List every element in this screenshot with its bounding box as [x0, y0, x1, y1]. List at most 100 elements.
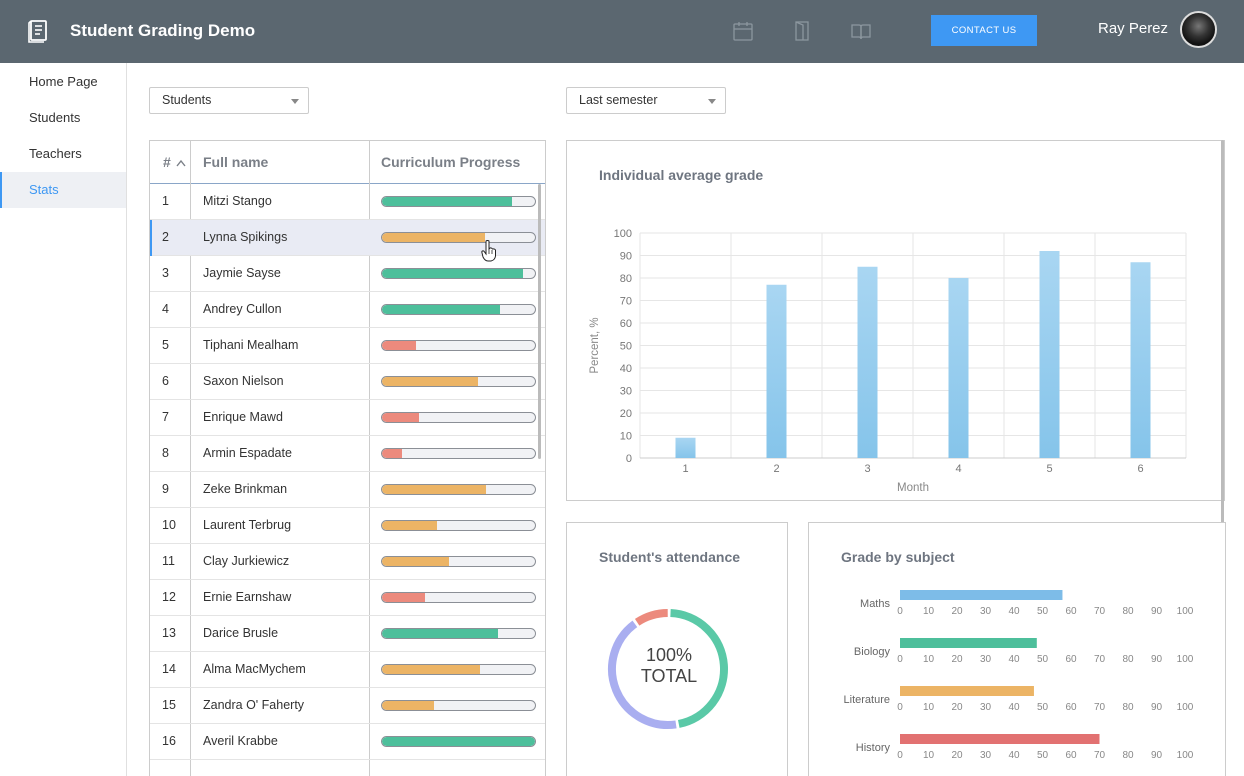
x-tick-label: 10 — [923, 606, 935, 617]
hand-pointer-cursor-icon — [481, 240, 496, 262]
bar-maths[interactable] — [900, 590, 1063, 600]
document-logo-icon — [28, 20, 47, 43]
column-header-curriculum-progress[interactable]: Curriculum Progress — [381, 154, 521, 170]
table-row[interactable]: 6 Saxon Nielson — [150, 364, 545, 400]
student-name: Andrey Cullon — [203, 302, 282, 316]
table-row[interactable]: 5 Tiphani Mealham — [150, 328, 545, 364]
group-select[interactable]: Students — [149, 87, 309, 114]
table-row[interactable]: 11 Clay Jurkiewicz — [150, 544, 545, 580]
x-tick-label: 30 — [980, 654, 992, 665]
progress-fill — [382, 305, 500, 314]
table-header: # Full name Curriculum Progress — [150, 141, 545, 184]
subject-label: Literature — [844, 694, 890, 706]
progress-bar — [381, 520, 536, 531]
table-row[interactable]: 9 Zeke Brinkman — [150, 472, 545, 508]
table-row[interactable]: 16 Averil Krabbe — [150, 724, 545, 760]
bar-month-1[interactable] — [675, 437, 696, 458]
table-row[interactable]: 14 Alma MacMychem — [150, 652, 545, 688]
table-row[interactable]: 7 Enrique Mawd — [150, 400, 545, 436]
progress-bar — [381, 556, 536, 567]
table-row[interactable]: 15 Zandra O' Faherty — [150, 688, 545, 724]
sort-ascending-icon[interactable] — [176, 159, 186, 167]
x-tick-label: 10 — [923, 654, 935, 665]
attendance-percent: 100% — [645, 645, 693, 665]
sidebar-item-stats[interactable]: Stats — [0, 172, 126, 208]
x-tick-label: 3 — [864, 463, 870, 475]
progress-bar — [381, 196, 536, 207]
table-row[interactable]: 8 Armin Espadate — [150, 436, 545, 472]
column-header-number[interactable]: # — [163, 141, 186, 183]
y-tick-label: 10 — [620, 431, 632, 443]
table-row[interactable]: 12 Ernie Earnshaw — [150, 580, 545, 616]
bar-month-6[interactable] — [1130, 262, 1151, 458]
table-scrollbar[interactable] — [538, 184, 541, 459]
x-tick-label: 10 — [923, 750, 935, 761]
table-row[interactable]: 4 Andrey Cullon — [150, 292, 545, 328]
student-name: Enrique Mawd — [203, 410, 283, 424]
x-tick-label: 50 — [1037, 654, 1049, 665]
column-header-full-name[interactable]: Full name — [203, 154, 269, 170]
subject-label: Maths — [860, 598, 890, 610]
x-tick-label: 60 — [1065, 702, 1077, 713]
book-icon[interactable] — [850, 20, 872, 42]
contact-us-button[interactable]: CONTACT US — [931, 15, 1037, 46]
student-name: Alma MacMychem — [203, 662, 306, 676]
row-number: 9 — [162, 482, 169, 496]
attendance-total-label: TOTAL — [640, 666, 698, 686]
student-name: Lynna Spikings — [203, 230, 288, 244]
bar-month-2[interactable] — [766, 284, 787, 458]
x-tick-label: 100 — [1177, 702, 1194, 713]
row-number: 13 — [162, 626, 176, 640]
y-tick-label: 0 — [626, 453, 632, 465]
bar-month-5[interactable] — [1039, 251, 1060, 458]
student-name: Clay Jurkiewicz — [203, 554, 290, 568]
x-tick-label: 20 — [951, 606, 963, 617]
x-tick-label: 6 — [1137, 463, 1143, 475]
y-tick-label: 70 — [620, 296, 632, 308]
bar-month-3[interactable] — [857, 266, 878, 458]
sidebar-item-teachers[interactable]: Teachers — [29, 146, 82, 161]
period-select-value: Last semester — [579, 93, 658, 107]
table-row[interactable]: 2 Lynna Spikings — [150, 220, 545, 256]
row-number: 12 — [162, 590, 176, 604]
x-tick-label: 10 — [923, 702, 935, 713]
row-number: 16 — [162, 734, 176, 748]
table-row[interactable]: 13 Darice Brusle — [150, 616, 545, 652]
x-tick-label: 80 — [1122, 654, 1134, 665]
bar-history[interactable] — [900, 734, 1100, 744]
progress-fill — [382, 233, 485, 242]
table-row[interactable]: 10 Laurent Terbrug — [150, 508, 545, 544]
x-tick-label: 90 — [1151, 702, 1163, 713]
x-tick-label: 40 — [1008, 606, 1020, 617]
table-row[interactable]: 1 Mitzi Stango — [150, 184, 545, 220]
x-tick-label: 70 — [1094, 702, 1106, 713]
page-scrollbar[interactable] — [1221, 140, 1224, 658]
x-tick-label: 50 — [1037, 702, 1049, 713]
progress-fill — [382, 701, 435, 710]
donut-segment[interactable] — [608, 620, 677, 729]
y-tick-label: 90 — [620, 251, 632, 263]
progress-fill — [382, 341, 416, 350]
bar-month-4[interactable] — [948, 278, 969, 458]
donut-segment[interactable] — [634, 609, 668, 626]
row-number: 10 — [162, 518, 176, 532]
bar-biology[interactable] — [900, 638, 1037, 648]
calendar-icon[interactable] — [732, 20, 754, 42]
table-row[interactable]: 3 Jaymie Sayse — [150, 256, 545, 292]
x-tick-label: 40 — [1008, 702, 1020, 713]
attendance-title: Student's attendance — [599, 549, 741, 565]
x-tick-label: 4 — [955, 463, 961, 475]
progress-bar — [381, 232, 536, 243]
sidebar-item-home-page[interactable]: Home Page — [29, 74, 98, 89]
grade-by-subject-title: Grade by subject — [841, 549, 955, 565]
avatar[interactable] — [1180, 11, 1217, 48]
progress-bar — [381, 304, 536, 315]
door-icon[interactable] — [791, 20, 813, 42]
x-tick-label: 70 — [1094, 606, 1106, 617]
bar-literature[interactable] — [900, 686, 1034, 696]
column-divider — [190, 141, 191, 776]
period-select[interactable]: Last semester — [566, 87, 726, 114]
sidebar-item-students[interactable]: Students — [29, 110, 81, 125]
chevron-down-icon — [708, 99, 716, 104]
donut-segment[interactable] — [670, 609, 728, 728]
